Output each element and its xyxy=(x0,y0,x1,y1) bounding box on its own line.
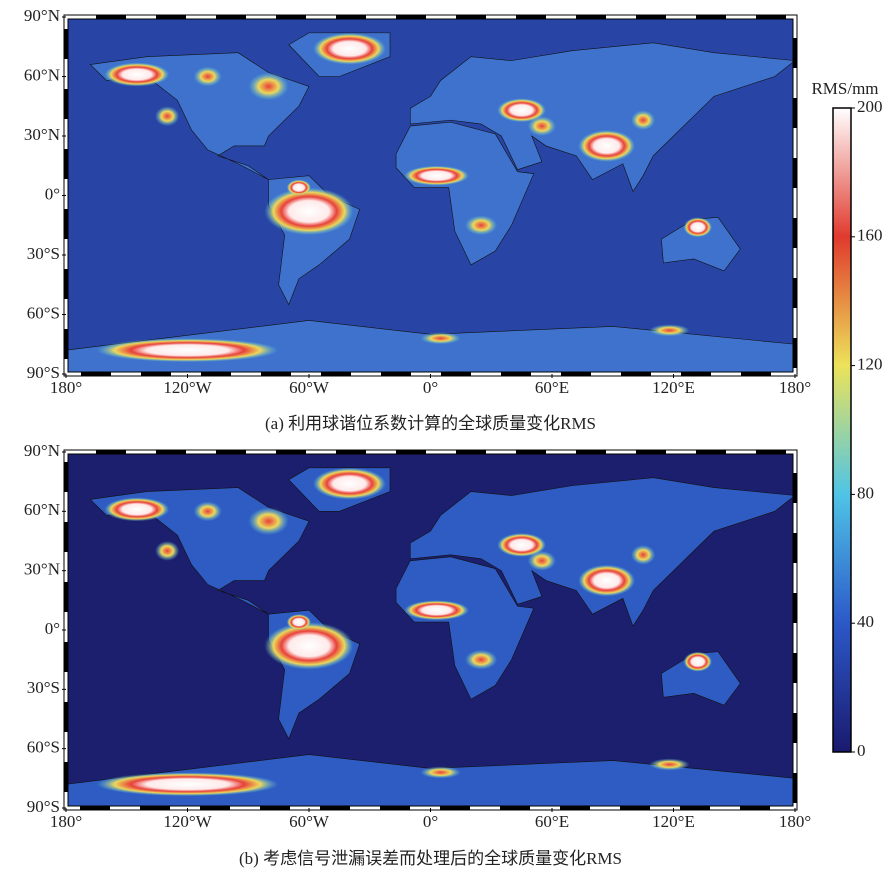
map-panel xyxy=(66,452,795,808)
x-tick-label: 60°E xyxy=(535,378,569,397)
hotspot xyxy=(630,544,656,565)
hotspot xyxy=(248,72,289,101)
landmass xyxy=(395,121,535,266)
x-tick-label: 120°E xyxy=(652,812,695,831)
hotspot xyxy=(96,772,279,797)
hotspot xyxy=(264,622,354,670)
colorbar-tick-label: 40 xyxy=(857,612,874,631)
x-tick-label: 180° xyxy=(50,378,82,397)
landmass xyxy=(66,754,795,808)
y-tick-label: 0° xyxy=(45,619,60,638)
hotspot xyxy=(313,467,386,500)
y-tick-label: 90°S xyxy=(27,797,60,816)
hotspot xyxy=(104,62,170,87)
y-tick-label: 90°S xyxy=(27,363,60,382)
x-tick-label: 0° xyxy=(423,812,438,831)
hotspot xyxy=(155,106,180,127)
colorbar-tick-label: 160 xyxy=(857,226,883,245)
y-tick-label: 30°N xyxy=(24,560,60,579)
landmass xyxy=(409,42,795,193)
x-tick-label: 60°W xyxy=(289,812,330,831)
colorbar-tick-label: 0 xyxy=(857,741,866,760)
hotspot xyxy=(248,507,289,536)
hotspot xyxy=(683,217,712,238)
x-tick-label: 180° xyxy=(50,812,82,831)
x-tick-label: 0° xyxy=(423,378,438,397)
hotspot xyxy=(527,550,557,571)
x-tick-label: 180° xyxy=(779,378,811,397)
y-tick-label: 60°N xyxy=(24,500,60,519)
x-tick-label: 180° xyxy=(779,812,811,831)
hotspot xyxy=(683,651,712,672)
hotspot xyxy=(578,130,636,162)
y-tick-label: 30°S xyxy=(27,678,60,697)
hotspot xyxy=(104,497,170,522)
x-tick-label: 120°W xyxy=(163,812,212,831)
colorbar-tick-label: 120 xyxy=(857,355,883,374)
hotspot xyxy=(193,501,222,522)
hotspot xyxy=(464,215,498,236)
hotspot xyxy=(497,533,546,557)
hotspot xyxy=(404,600,469,621)
x-tick-label: 60°W xyxy=(289,378,330,397)
y-tick-label: 60°S xyxy=(27,303,60,322)
x-tick-label: 60°E xyxy=(535,812,569,831)
landmass xyxy=(66,320,795,374)
hotspot xyxy=(264,187,354,236)
hotspot xyxy=(464,649,498,670)
y-tick-label: 90°N xyxy=(24,6,60,25)
hotspot xyxy=(527,116,557,136)
colorbar xyxy=(832,107,852,753)
map-panel xyxy=(66,17,795,374)
y-tick-label: 30°N xyxy=(24,125,60,144)
hotspot xyxy=(313,32,386,65)
hotspot xyxy=(420,332,461,345)
caption: (b) 考虑信号泄漏误差而处理后的全球质量变化RMS xyxy=(239,849,622,868)
hotspot xyxy=(420,766,461,779)
hotspot xyxy=(96,338,279,363)
hotspot xyxy=(286,614,312,630)
hotspot xyxy=(286,179,312,196)
colorbar-tick-label: 200 xyxy=(857,97,883,116)
x-tick-label: 120°W xyxy=(163,378,212,397)
colorbar-label: RMS/mm xyxy=(811,79,878,98)
landmass xyxy=(409,477,795,627)
hotspot xyxy=(404,165,469,186)
y-tick-label: 30°S xyxy=(27,244,60,263)
hotspot xyxy=(193,66,222,87)
colorbar-tick-label: 80 xyxy=(857,483,874,502)
hotspot xyxy=(578,564,636,597)
hotspot xyxy=(497,98,546,123)
y-tick-label: 0° xyxy=(45,184,60,203)
hotspot xyxy=(155,541,180,561)
landmass xyxy=(395,556,535,700)
caption: (a) 利用球谐位系数计算的全球质量变化RMS xyxy=(265,414,596,433)
hotspot xyxy=(630,110,656,131)
hotspot xyxy=(649,324,690,337)
x-tick-label: 120°E xyxy=(652,378,695,397)
hotspot xyxy=(649,758,690,771)
y-tick-label: 90°N xyxy=(24,441,60,460)
y-tick-label: 60°N xyxy=(24,65,60,84)
y-tick-label: 60°S xyxy=(27,738,60,757)
